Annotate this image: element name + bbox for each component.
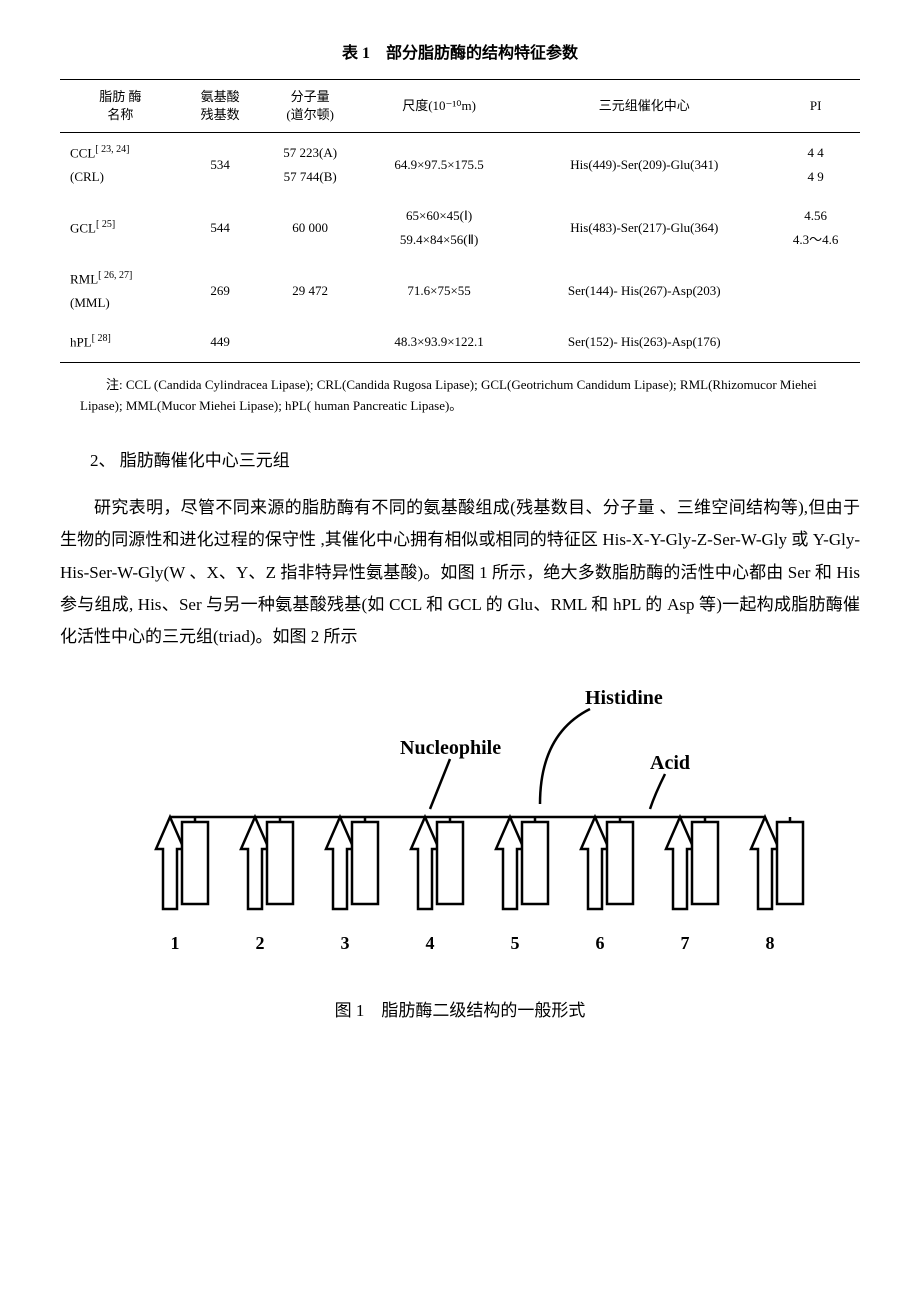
module-number: 3 bbox=[341, 933, 350, 953]
cell-dimensions: 65×60×45(Ⅰ) 59.4×84×56(Ⅱ) bbox=[361, 196, 517, 259]
th-dimensions: 尺度(10⁻¹⁰m) bbox=[361, 79, 517, 132]
label-histidine: Histidine bbox=[585, 687, 663, 709]
cell-residues: 534 bbox=[181, 133, 260, 197]
lipase-name: GCL bbox=[70, 220, 96, 235]
pointer-line bbox=[540, 709, 590, 804]
cell-residues: 449 bbox=[181, 322, 260, 362]
alpha-helix-box bbox=[437, 822, 463, 904]
lipase-name: CCL bbox=[70, 146, 95, 161]
table-header-row: 脂肪 酶 名称 氨基酸 残基数 分子量 (道尔顿) 尺度(10⁻¹⁰m) 三元组… bbox=[60, 79, 860, 132]
figure-caption: 图 1 脂肪酶二级结构的一般形式 bbox=[60, 996, 860, 1027]
beta-strand-arrow bbox=[411, 817, 439, 909]
ref-sup: [ 28] bbox=[92, 333, 111, 344]
lipase-subname: (CRL) bbox=[70, 169, 104, 184]
modules-group bbox=[156, 817, 803, 909]
section-paragraph: 研究表明，尽管不同来源的脂肪酶有不同的氨基酸组成(残基数目、分子量 、三维空间结… bbox=[60, 492, 860, 653]
module-number: 5 bbox=[511, 933, 520, 953]
alpha-helix-box bbox=[777, 822, 803, 904]
cell-residues: 544 bbox=[181, 196, 260, 259]
lipase-name: hPL bbox=[70, 335, 92, 350]
beta-strand-arrow bbox=[241, 817, 269, 909]
th-name: 脂肪 酶 名称 bbox=[60, 79, 181, 132]
table-footnote: 注: CCL (Candida Cylindracea Lipase); CRL… bbox=[80, 375, 840, 417]
alpha-helix-box bbox=[267, 822, 293, 904]
beta-strand-arrow bbox=[581, 817, 609, 909]
cell-pi bbox=[771, 259, 860, 322]
module-number: 2 bbox=[256, 933, 265, 953]
label-nucleophile: Nucleophile bbox=[400, 737, 501, 759]
alpha-helix-box bbox=[522, 822, 548, 904]
lipase-table: 脂肪 酶 名称 氨基酸 残基数 分子量 (道尔顿) 尺度(10⁻¹⁰m) 三元组… bbox=[60, 79, 860, 363]
cell-pi: 4.56 4.3～4.6 bbox=[771, 196, 860, 259]
figure-1: Histidine Nucleophile Acid 1 2 3 4 5 6 7 8 图 1 … bbox=[60, 674, 860, 1027]
cell-mw bbox=[259, 322, 360, 362]
cell-mw: 60 000 bbox=[259, 196, 360, 259]
lipase-name: RML bbox=[70, 271, 98, 286]
x-axis-numbers: 1 2 3 4 5 6 7 8 bbox=[171, 933, 775, 953]
section-title: 2、 脂肪酶催化中心三元组 bbox=[90, 446, 860, 477]
cell-pi: 4 4 4 9 bbox=[771, 133, 860, 197]
pointer-line bbox=[430, 759, 450, 809]
th-mw: 分子量 (道尔顿) bbox=[259, 79, 360, 132]
th-triad: 三元组催化中心 bbox=[517, 79, 771, 132]
table-row: GCL[ 25] 544 60 000 65×60×45(Ⅰ) 59.4×84×… bbox=[60, 196, 860, 259]
th-pi: PI bbox=[771, 79, 860, 132]
cell-mw: 29 472 bbox=[259, 259, 360, 322]
module-number: 4 bbox=[426, 933, 435, 953]
cell-triad: Ser(152)- His(263)-Asp(176) bbox=[517, 322, 771, 362]
cell-residues: 269 bbox=[181, 259, 260, 322]
cell-mw: 57 223(A) 57 744(B) bbox=[259, 133, 360, 197]
cell-triad: His(449)-Ser(209)-Glu(341) bbox=[517, 133, 771, 197]
cell-dimensions: 71.6×75×55 bbox=[361, 259, 517, 322]
lipase-subname: (MML) bbox=[70, 295, 110, 310]
ref-sup: [ 26, 27] bbox=[98, 270, 132, 281]
cell-dimensions: 64.9×97.5×175.5 bbox=[361, 133, 517, 197]
table-row: CCL[ 23, 24] (CRL) 534 57 223(A) 57 744(… bbox=[60, 133, 860, 197]
th-residues: 氨基酸 残基数 bbox=[181, 79, 260, 132]
beta-strand-arrow bbox=[326, 817, 354, 909]
module-number: 8 bbox=[766, 933, 775, 953]
beta-strand-arrow bbox=[666, 817, 694, 909]
cell-triad: His(483)-Ser(217)-Glu(364) bbox=[517, 196, 771, 259]
cell-triad: Ser(144)- His(267)-Asp(203) bbox=[517, 259, 771, 322]
module-number: 7 bbox=[681, 933, 690, 953]
table-caption: 表 1 部分脂肪酶的结构特征参数 bbox=[60, 40, 860, 69]
beta-strand-arrow bbox=[751, 817, 779, 909]
cell-dimensions: 48.3×93.9×122.1 bbox=[361, 322, 517, 362]
alpha-helix-box bbox=[352, 822, 378, 904]
lipase-structure-diagram: Histidine Nucleophile Acid 1 2 3 4 5 6 7 8 bbox=[110, 674, 810, 984]
table-row: hPL[ 28] 449 48.3×93.9×122.1 Ser(152)- H… bbox=[60, 322, 860, 362]
cell-pi bbox=[771, 322, 860, 362]
alpha-helix-box bbox=[182, 822, 208, 904]
ref-sup: [ 23, 24] bbox=[95, 144, 129, 155]
label-acid: Acid bbox=[650, 752, 690, 774]
module-number: 1 bbox=[171, 933, 180, 953]
alpha-helix-box bbox=[607, 822, 633, 904]
beta-strand-arrow bbox=[156, 817, 184, 909]
alpha-helix-box bbox=[692, 822, 718, 904]
table-row: RML[ 26, 27] (MML) 269 29 472 71.6×75×55… bbox=[60, 259, 860, 322]
module-number: 6 bbox=[596, 933, 605, 953]
pointer-line bbox=[650, 774, 665, 809]
beta-strand-arrow bbox=[496, 817, 524, 909]
ref-sup: [ 25] bbox=[96, 219, 115, 230]
